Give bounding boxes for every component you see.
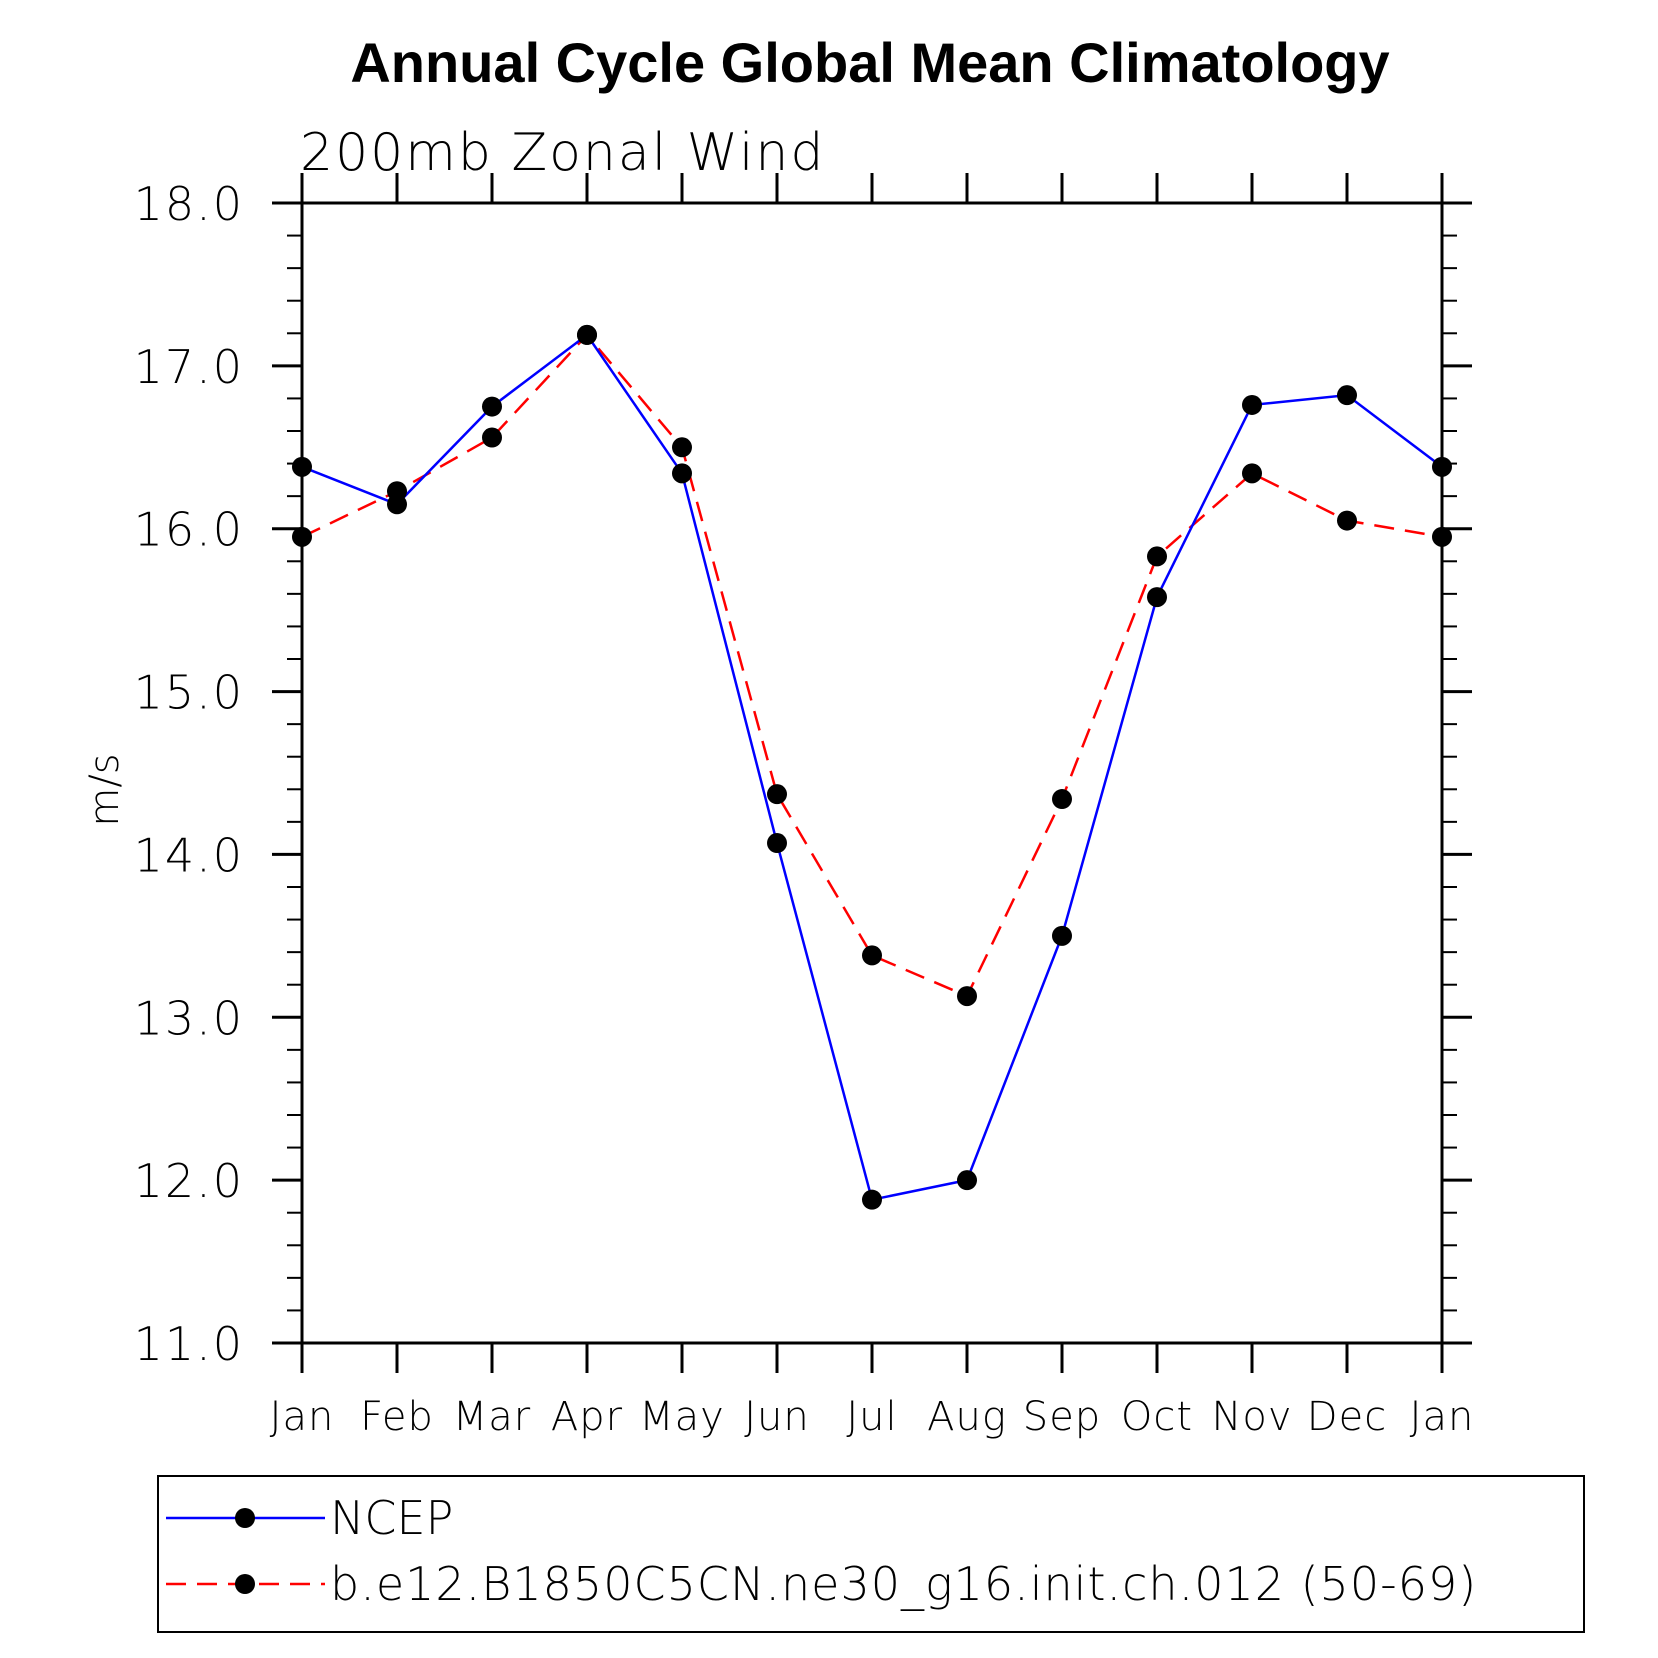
data-point-ncep [577, 324, 597, 345]
y-tick-label: 12.0 [134, 1154, 244, 1208]
y-tick-label: 16.0 [134, 503, 244, 557]
data-point-ncep [387, 494, 407, 515]
legend-box [157, 1475, 1585, 1633]
axis-ticks [272, 173, 1472, 1373]
legend: NCEP b.e12.B1850C5CN.ne30_g16.init.ch.01… [157, 1475, 1585, 1633]
data-point-model [1242, 463, 1262, 484]
legend-model-label: b.e12.B1850C5CN.ne30_g16.init.ch.012 (50… [330, 1557, 1477, 1611]
data-point-model [1432, 526, 1452, 547]
y-tick-label: 14.0 [134, 828, 244, 882]
data-point-model [482, 427, 502, 448]
y-tick-label: 17.0 [134, 340, 244, 394]
x-tick-label: Jun [744, 1394, 810, 1440]
x-tick-label: Sep [1023, 1394, 1101, 1440]
data-point-model [1147, 546, 1167, 567]
y-tick-label: 15.0 [134, 666, 244, 720]
data-point-model [862, 945, 882, 966]
chart-title: Annual Cycle Global Mean Climatology [350, 31, 1389, 94]
data-point-ncep [1052, 925, 1072, 946]
data-point-model [672, 437, 692, 458]
x-tick-label: Jul [846, 1394, 897, 1440]
x-tick-label: Feb [360, 1394, 434, 1440]
data-point-ncep [292, 456, 312, 477]
data-point-ncep [1337, 385, 1357, 406]
y-axis-label: m/s [82, 753, 128, 826]
data-point-ncep [482, 396, 502, 417]
data-point-ncep [862, 1189, 882, 1210]
x-tick-label: May [639, 1394, 725, 1440]
data-point-ncep [1147, 587, 1167, 608]
plot-frame [300, 201, 1444, 1345]
x-tick-label: Apr [551, 1394, 623, 1440]
x-tick-label: Aug [927, 1394, 1007, 1440]
tick-labels: Jan Feb Mar Apr May Jun Jul Aug Sep Oct Nov Dec Jan 1… [134, 177, 1475, 1440]
data-point-ncep [767, 833, 787, 854]
series-line-model [301, 333, 1443, 998]
data-point-model [1337, 510, 1357, 531]
data-point-ncep [1242, 394, 1262, 415]
data-point-ncep [957, 1170, 977, 1191]
legend-model-marker [235, 1574, 255, 1594]
data-point-ncep [1432, 456, 1452, 477]
legend-ncep-label: NCEP [330, 1491, 453, 1545]
x-tick-label: Mar [453, 1394, 531, 1440]
data-point-model [767, 784, 787, 805]
x-tick-label: Jan [270, 1394, 335, 1440]
legend-ncep-marker [235, 1508, 255, 1528]
x-tick-label: Oct [1121, 1394, 1193, 1440]
chart-subtitle: 200mb Zonal Wind [300, 123, 825, 183]
data-point-model [957, 986, 977, 1007]
y-tick-label: 11.0 [134, 1317, 244, 1371]
series-layer [292, 324, 1452, 1210]
series-line-ncep [301, 333, 1443, 1202]
x-tick-label: Nov [1211, 1394, 1292, 1440]
data-point-model [1052, 789, 1072, 810]
y-tick-label: 13.0 [134, 991, 244, 1045]
data-point-ncep [672, 463, 692, 484]
x-tick-label: Jan [1410, 1394, 1475, 1440]
x-tick-label: Dec [1307, 1394, 1387, 1440]
data-point-model [292, 526, 312, 547]
y-tick-label: 18.0 [134, 177, 244, 231]
